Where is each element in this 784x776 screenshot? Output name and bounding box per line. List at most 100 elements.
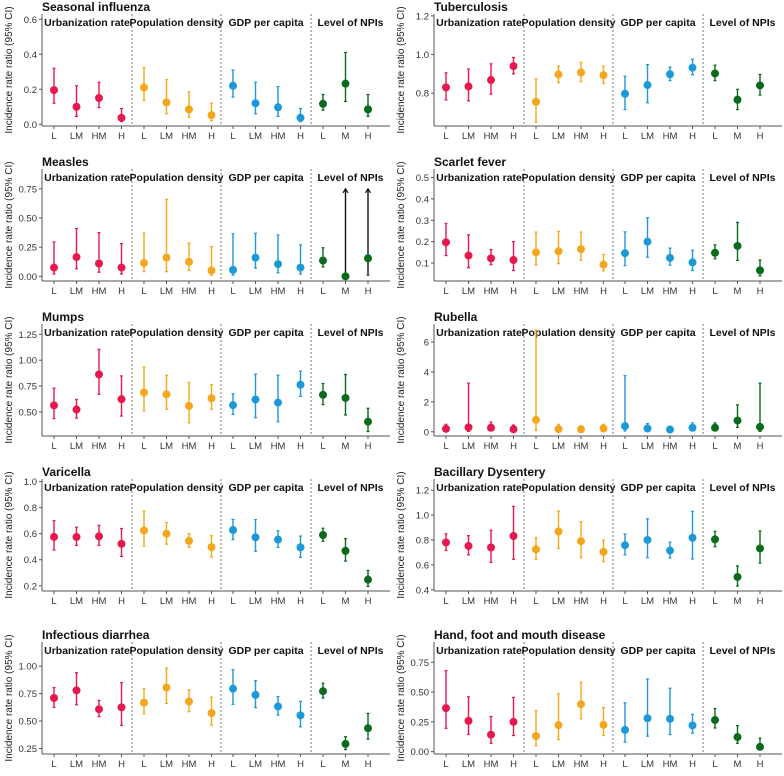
- x-tick-label: LM: [160, 759, 173, 770]
- panel-title: Seasonal influenza: [42, 0, 150, 14]
- estimate-point: [296, 380, 305, 389]
- estimate-point: [229, 265, 237, 274]
- estimate-point: [711, 535, 719, 544]
- x-tick-label: H: [600, 131, 607, 142]
- estimate-point: [554, 425, 563, 434]
- estimate-point: [207, 543, 216, 552]
- facet-label: Urbanization rate: [44, 17, 130, 29]
- estimate-point: [756, 266, 764, 275]
- facet-label: Level of NPIs: [318, 482, 384, 494]
- estimate-point: [599, 424, 608, 433]
- estimate-point: [666, 425, 674, 434]
- y-tick-label: 0.75: [411, 658, 430, 669]
- facet-label: GDP per capita: [228, 172, 303, 184]
- x-tick-label: HM: [92, 759, 107, 770]
- x-tick-label: HM: [271, 759, 286, 770]
- y-tick-label: 6: [424, 337, 429, 348]
- x-tick-label: LM: [462, 441, 475, 452]
- x-tick-label: H: [365, 759, 372, 770]
- x-tick-label: HM: [271, 596, 286, 607]
- x-tick-label: H: [118, 286, 125, 297]
- x-tick-label: M: [734, 596, 742, 607]
- estimate-point: [577, 425, 585, 434]
- estimate-point: [185, 401, 193, 410]
- estimate-point: [117, 113, 126, 122]
- estimate-point: [688, 63, 697, 72]
- y-tick-label: 0.8: [416, 535, 429, 546]
- facet-label: Urbanization rate: [436, 17, 522, 29]
- estimate-point: [140, 526, 148, 535]
- estimate-point: [185, 257, 193, 266]
- estimate-point: [464, 82, 473, 91]
- x-tick-label: H: [689, 286, 696, 297]
- x-tick-label: HM: [574, 759, 589, 770]
- facet-label: Urbanization rate: [436, 327, 522, 339]
- estimate-point: [442, 538, 450, 547]
- x-tick-label: HM: [663, 131, 678, 142]
- panel-seasonal-influenza: Seasonal influenza Incidence rate ratio (…: [4, 0, 390, 142]
- y-tick-label: 0.25: [411, 717, 430, 728]
- y-tick-label: 0.00: [411, 747, 430, 758]
- x-tick-label: LM: [249, 131, 262, 142]
- y-tick-label: 0.2: [24, 581, 37, 592]
- x-tick-label: L: [320, 759, 325, 770]
- x-tick-label: H: [297, 759, 304, 770]
- estimate-point: [733, 416, 742, 425]
- x-tick-label: L: [712, 596, 717, 607]
- estimate-point: [599, 547, 608, 556]
- arrow-icon: [342, 187, 349, 194]
- x-tick-label: M: [734, 286, 742, 297]
- estimate-point: [296, 113, 305, 122]
- facet-label: GDP per capita: [228, 327, 303, 339]
- x-tick-label: L: [533, 596, 538, 607]
- estimate-point: [251, 395, 260, 404]
- y-tick-label: 0.4: [416, 585, 429, 596]
- estimate-point: [274, 103, 282, 112]
- x-tick-label: L: [141, 286, 146, 297]
- x-tick-label: HM: [663, 596, 678, 607]
- estimate-point: [621, 541, 629, 550]
- estimate-point: [229, 684, 237, 693]
- x-tick-label: HM: [92, 286, 107, 297]
- x-tick-label: L: [712, 759, 717, 770]
- estimate-point: [666, 546, 674, 555]
- x-tick-label: H: [208, 596, 215, 607]
- x-tick-label: HM: [271, 441, 286, 452]
- estimate-point: [364, 105, 372, 114]
- estimate-point: [95, 705, 103, 714]
- y-tick-label: 0.4: [416, 194, 429, 205]
- x-tick-label: H: [689, 441, 696, 452]
- facet-label: Population density: [130, 482, 224, 494]
- x-tick-label: LM: [552, 131, 565, 142]
- estimate-point: [95, 370, 103, 379]
- x-tick-label: L: [320, 131, 325, 142]
- panel-title: Tuberculosis: [434, 0, 508, 14]
- y-tick-label: 0.50: [19, 407, 38, 418]
- x-tick-label: HM: [271, 131, 286, 142]
- estimate-point: [117, 703, 126, 712]
- estimate-point: [711, 248, 719, 257]
- estimate-point: [577, 68, 585, 77]
- facet-label: Level of NPIs: [710, 172, 776, 184]
- estimate-point: [621, 89, 629, 98]
- facet-label: Population density: [130, 17, 224, 29]
- y-tick-label: 1.0: [416, 50, 429, 61]
- estimate-point: [319, 531, 327, 539]
- estimate-point: [185, 697, 193, 706]
- y-tick-label: 0.2: [24, 85, 37, 96]
- estimate-point: [251, 99, 260, 108]
- x-tick-label: H: [600, 596, 607, 607]
- estimate-point: [733, 241, 742, 250]
- estimate-point: [207, 709, 216, 718]
- x-tick-label: LM: [70, 596, 83, 607]
- x-tick-label: LM: [249, 596, 262, 607]
- x-tick-label: HM: [663, 286, 678, 297]
- x-tick-label: H: [365, 596, 372, 607]
- estimate-point: [554, 721, 563, 730]
- estimate-point: [666, 714, 674, 723]
- x-tick-label: M: [342, 759, 350, 770]
- x-tick-label: H: [297, 596, 304, 607]
- estimate-point: [341, 739, 350, 748]
- estimate-point: [509, 62, 518, 71]
- arrow-icon: [364, 187, 372, 194]
